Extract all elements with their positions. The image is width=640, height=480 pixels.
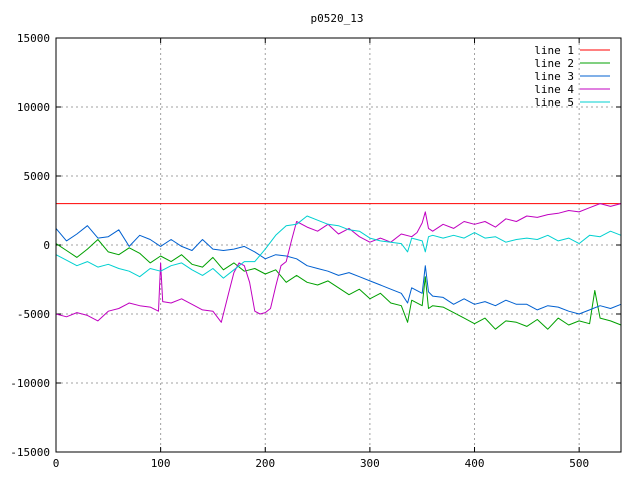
y-tick-label-3: 0 (43, 239, 50, 252)
x-tick-label-1: 100 (151, 457, 171, 470)
y-tick-label-4: 5000 (24, 170, 51, 183)
y-tick-label-0: -15000 (10, 446, 50, 459)
legend-label-4: line 4 (534, 83, 574, 96)
x-tick-label-4: 400 (465, 457, 485, 470)
series-line-5 (55, 215, 622, 279)
series-line-4 (55, 203, 622, 323)
x-tick-label-3: 300 (360, 457, 380, 470)
grid-lines (56, 38, 621, 452)
legend-label-2: line 2 (534, 57, 574, 70)
series-line-3 (55, 225, 622, 315)
legend-label-1: line 1 (534, 44, 574, 57)
y-tick-label-2: -5000 (17, 308, 50, 321)
y-tick-label-6: 15000 (17, 32, 50, 45)
y-tick-label-1: -10000 (10, 377, 50, 390)
axis-ticks: 0 100 200 300 400 500 -15000 -10000 -5000 0 5000 10… (10, 32, 621, 470)
chart-title: p0520_13 (311, 12, 364, 25)
series-lines (55, 203, 622, 330)
x-tick-label-0: 0 (53, 457, 60, 470)
x-tick-label-5: 500 (569, 457, 589, 470)
plot-frame (55, 37, 622, 453)
legend-label-3: line 3 (534, 70, 574, 83)
y-tick-label-5: 10000 (17, 101, 50, 114)
series-line-2 (55, 239, 622, 330)
x-tick-label-2: 200 (255, 457, 275, 470)
legend-label-5: line 5 (534, 96, 574, 109)
